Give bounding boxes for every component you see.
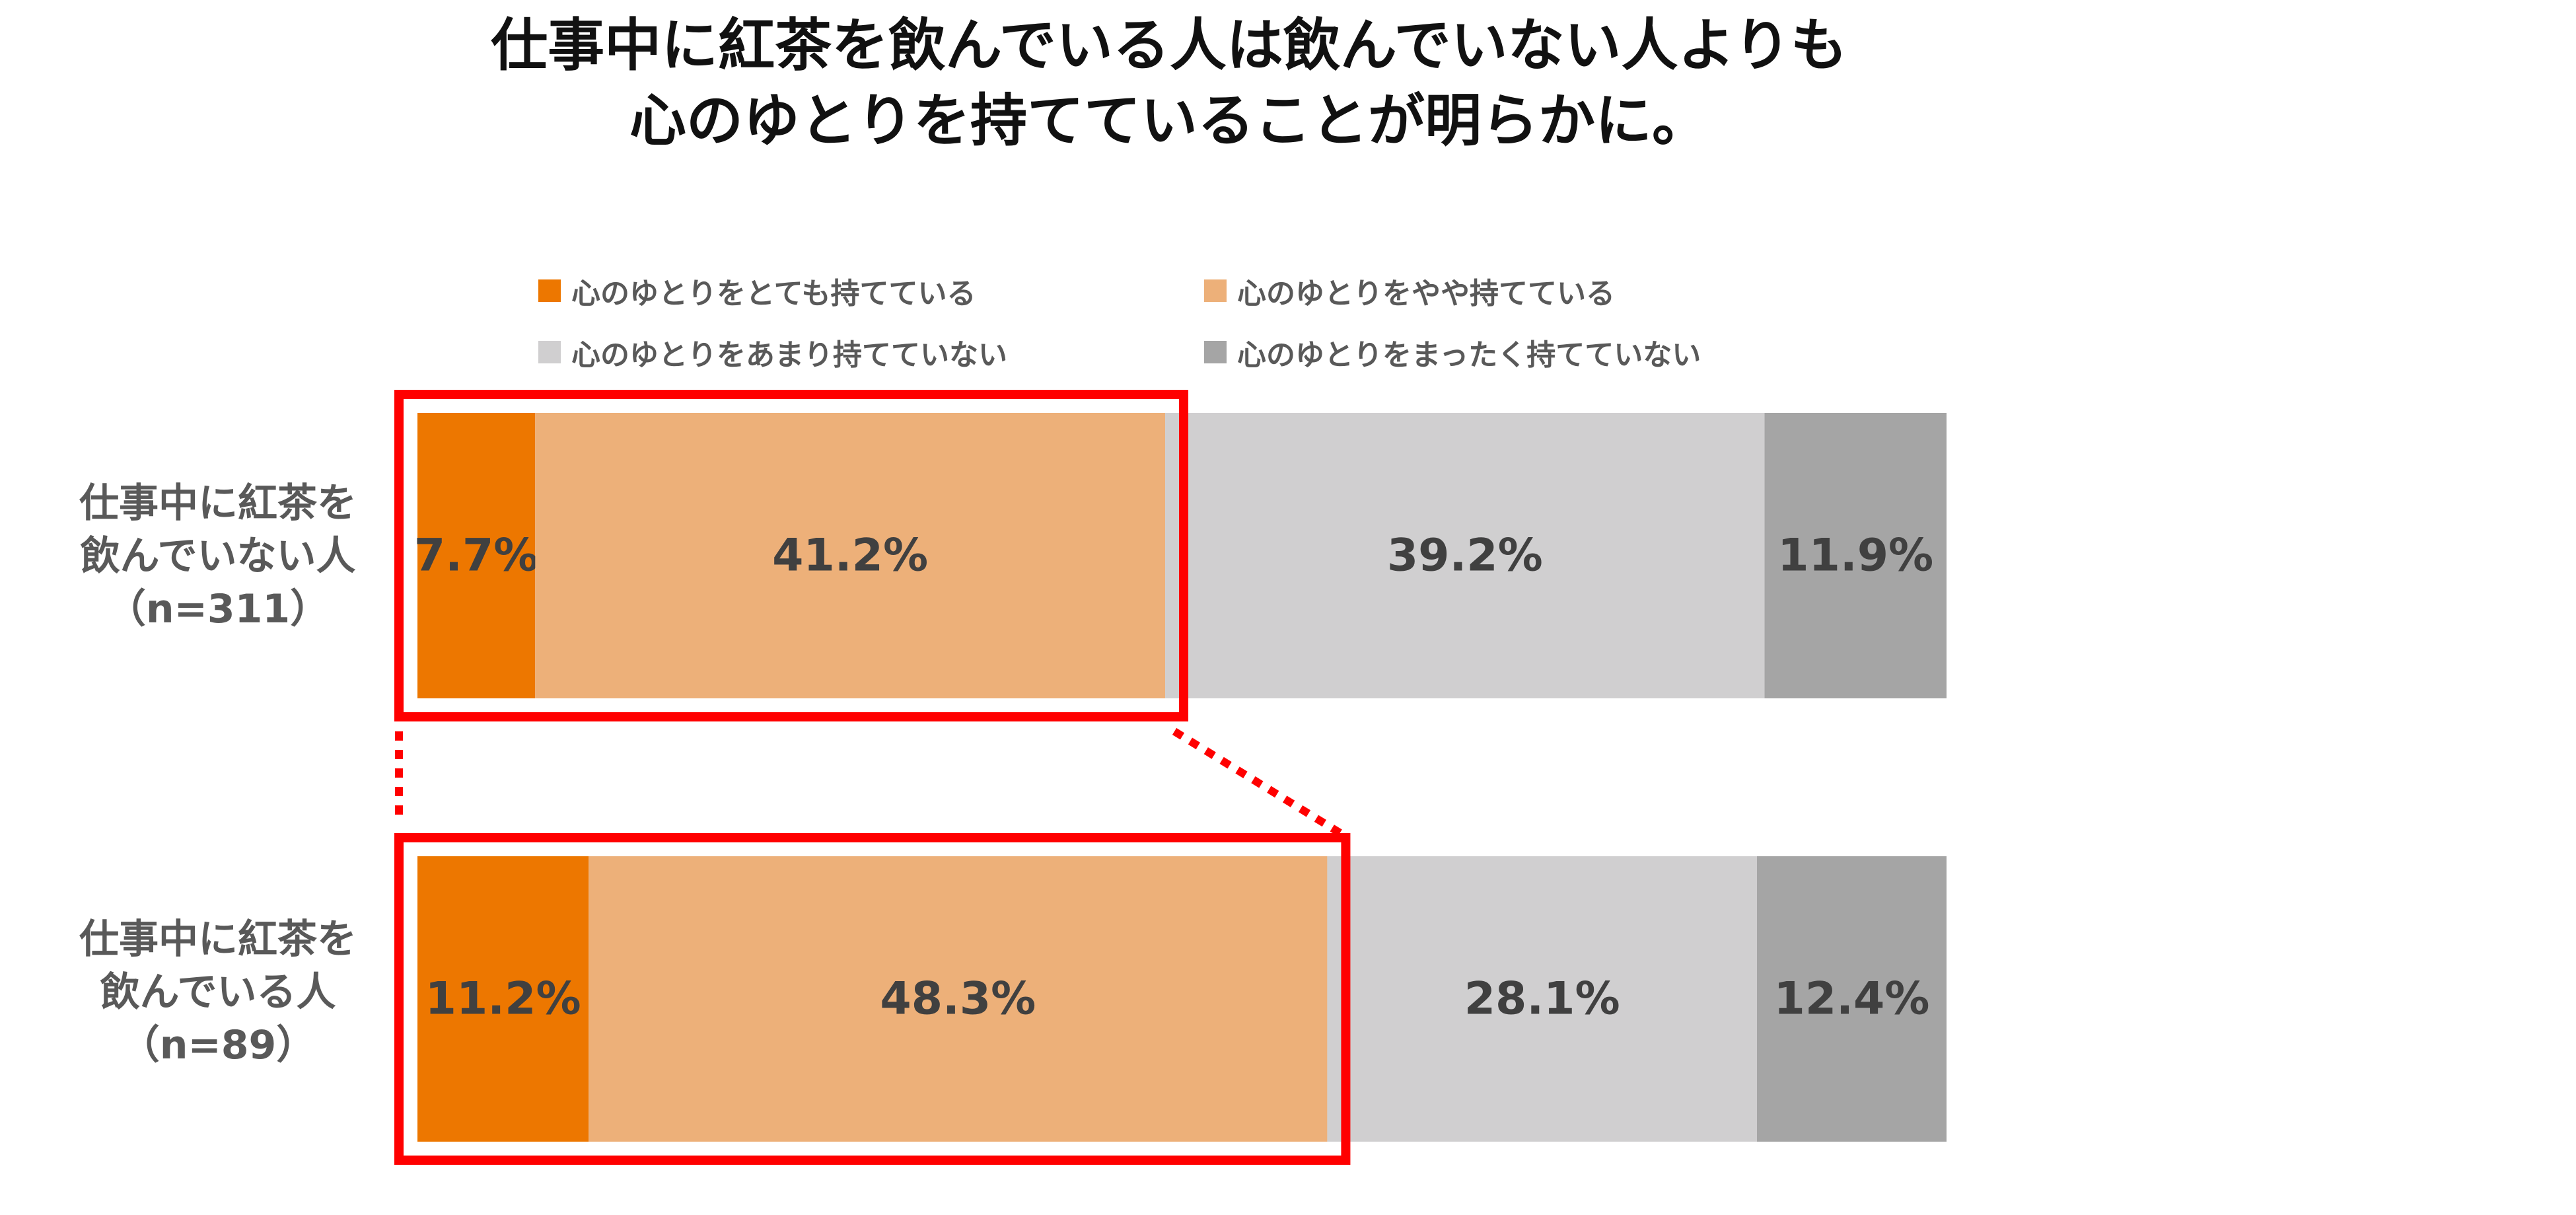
bar-segment-not-at-all bbox=[1756, 856, 1947, 1142]
bar-segment-very bbox=[417, 413, 536, 698]
bar-segment-not-at-all bbox=[1764, 413, 1947, 698]
legend-swatch-somewhat bbox=[1204, 279, 1227, 302]
legend-item-not-at-all: 心のゆとりをまったく持てていない bbox=[1204, 336, 1701, 372]
legend-swatch-not-much bbox=[538, 341, 561, 363]
bar-segment-not-much bbox=[1327, 856, 1757, 1142]
bar-segment-very bbox=[417, 856, 589, 1142]
legend-item-not-much: 心のゆとりをあまり持てていない bbox=[538, 336, 1007, 372]
data-label-somewhat: 48.3% bbox=[880, 973, 1036, 1025]
bars-layer: 7.7% 41.2% 39.2% 11.9% 11.2% 48.3% 28.1% 12.4% bbox=[414, 413, 1947, 1142]
category-label-line: 飲んでいない人 bbox=[80, 533, 356, 579]
data-label-very: 11.2% bbox=[425, 973, 581, 1025]
legend-swatch-not-at-all bbox=[1204, 341, 1227, 363]
highlight-box bbox=[394, 390, 1189, 721]
category-label-non-drinkers: 仕事中に紅茶を 飲んでいない人 （n=311） bbox=[26, 477, 410, 636]
legend-label-not-much: 心のゆとりをあまり持てていない bbox=[571, 338, 1007, 372]
bar-segment-somewhat bbox=[589, 856, 1328, 1142]
legend-label-very: 心のゆとりをとても持てている bbox=[571, 277, 976, 311]
category-label-line: 仕事中に紅茶を bbox=[79, 480, 357, 527]
bar-segment-somewhat bbox=[535, 413, 1166, 698]
category-label-line: （n=89） bbox=[120, 1022, 316, 1068]
data-label-not-much: 28.1% bbox=[1464, 973, 1620, 1025]
legend-item-very: 心のゆとりをとても持てている bbox=[538, 275, 976, 311]
legend-label-somewhat: 心のゆとりをやや持てている bbox=[1237, 277, 1615, 311]
data-label-not-much: 39.2% bbox=[1387, 530, 1543, 582]
chart-title-line-2: 心のゆとりを持てていることが明らかに。 bbox=[629, 88, 1709, 154]
legend-label-not-at-all: 心のゆとりをまったく持てていない bbox=[1237, 338, 1701, 372]
data-label-somewhat: 41.2% bbox=[772, 530, 928, 582]
category-label-line: 仕事中に紅茶を bbox=[79, 916, 357, 963]
chart-title-line-1: 仕事中に紅茶を飲んでいる人は飲んでいない人よりも bbox=[491, 13, 1847, 79]
highlight-box bbox=[394, 833, 1351, 1165]
data-label-not-at-all: 12.4% bbox=[1774, 973, 1930, 1025]
legend-swatch-very bbox=[538, 279, 561, 302]
category-label-line: （n=311） bbox=[106, 586, 330, 632]
data-label-not-at-all: 11.9% bbox=[1777, 530, 1933, 582]
bar-segment-not-much bbox=[1165, 413, 1765, 698]
category-label-drinkers: 仕事中に紅茶を 飲んでいる人 （n=89） bbox=[26, 913, 410, 1072]
highlight-connector bbox=[1172, 727, 1348, 840]
category-label-line: 飲んでいる人 bbox=[100, 969, 336, 1015]
highlight-layer bbox=[394, 390, 1351, 1165]
data-label-very: 7.7% bbox=[414, 530, 539, 582]
legend-item-somewhat: 心のゆとりをやや持てている bbox=[1204, 275, 1615, 311]
